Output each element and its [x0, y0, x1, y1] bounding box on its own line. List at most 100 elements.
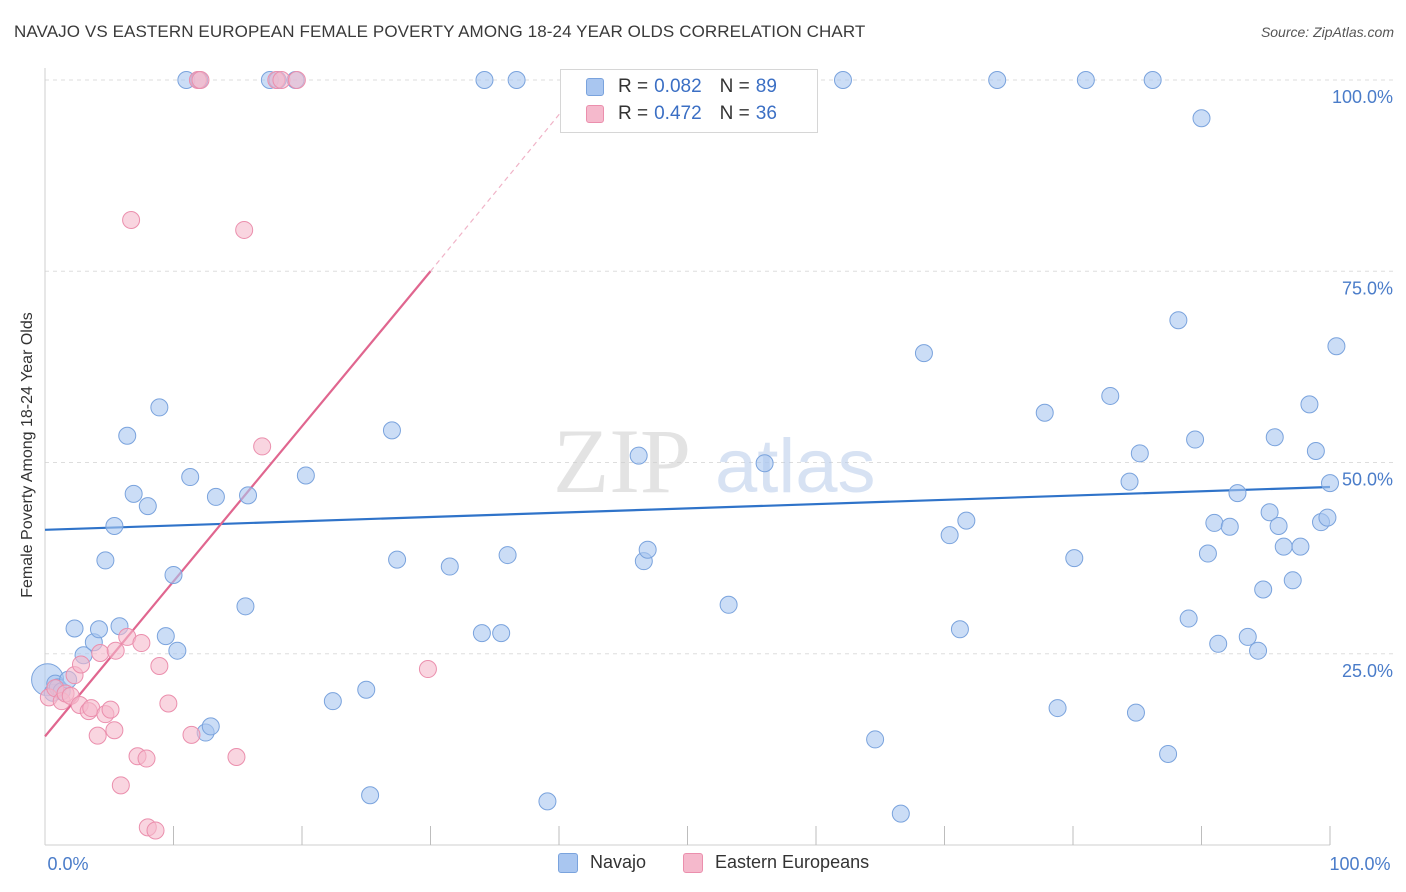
data-point [88, 726, 107, 745]
data-point [891, 804, 910, 823]
trend-line-eastern-europeans [44, 106, 566, 738]
data-point [181, 468, 200, 487]
data-point [866, 730, 885, 749]
data-point [940, 526, 959, 545]
data-point [150, 656, 169, 675]
data-point [440, 557, 459, 576]
data-point [1169, 311, 1188, 330]
data-point [1192, 109, 1211, 128]
data-point [472, 624, 491, 643]
data-point [168, 641, 187, 660]
data-point [239, 486, 258, 505]
series-legend: Navajo Eastern Europeans [0, 852, 1406, 878]
data-point [1186, 430, 1205, 449]
data-point [1198, 544, 1217, 563]
data-point [164, 565, 183, 584]
y-tick-label: 100.0% [1332, 87, 1393, 107]
data-point [914, 344, 933, 363]
data-point [1321, 474, 1339, 493]
series-navajo [31, 71, 1346, 823]
legend-item-eastern-europeans: Eastern Europeans [683, 852, 869, 873]
data-point [272, 71, 291, 89]
data-point [124, 484, 143, 503]
data-point [132, 634, 151, 653]
axes [44, 68, 1331, 846]
data-point [1159, 744, 1178, 763]
data-point [1126, 703, 1145, 722]
data-point [1254, 580, 1273, 599]
data-point [96, 551, 115, 570]
data-point [1220, 517, 1239, 536]
data-point [418, 660, 437, 679]
data-point [1238, 627, 1257, 646]
data-point [146, 821, 165, 840]
r-value: 0.472 [654, 103, 702, 124]
data-point [507, 71, 526, 89]
legend-row-navajo: R = 0.082 N = 89 [586, 74, 777, 100]
data-point [65, 619, 84, 638]
eastern-europeans-swatch [683, 852, 703, 873]
r-value: 0.082 [654, 76, 702, 97]
data-point [138, 497, 157, 516]
data-point [1205, 513, 1224, 532]
correlation-legend: R = 0.082 N = 89 R = 0.472 N = 36 [560, 69, 818, 133]
data-point [122, 210, 141, 229]
x-tick-label: 100.0% [1329, 854, 1390, 874]
x-tick-label: 0.0% [47, 854, 88, 874]
data-point [156, 627, 175, 646]
data-point [719, 595, 738, 614]
data-point [388, 550, 407, 569]
data-point [182, 725, 201, 744]
eastern-europeans-swatch [586, 105, 604, 123]
data-point [1048, 699, 1067, 718]
data-point [638, 540, 657, 559]
data-point [287, 71, 306, 89]
data-point [296, 466, 315, 485]
tick-labels: 25.0% 50.0% 75.0% 100.0% 0.0% 100.0% [47, 87, 1393, 874]
watermark-atlas: atlas [715, 424, 876, 509]
legend-label: Navajo [590, 852, 647, 872]
data-point [201, 717, 220, 736]
navajo-swatch [558, 852, 578, 873]
data-point [498, 546, 517, 565]
trend-line [44, 270, 432, 738]
data-point [361, 786, 380, 805]
data-point [1249, 641, 1268, 660]
data-point [106, 641, 125, 660]
data-point [538, 792, 557, 811]
data-point [118, 426, 137, 445]
legend-row-eastern-europeans: R = 0.472 N = 36 [586, 101, 777, 127]
data-point [1076, 71, 1095, 89]
data-point [357, 680, 376, 699]
data-point [833, 71, 852, 89]
data-point [1265, 428, 1284, 447]
data-point [492, 624, 511, 643]
data-point [105, 721, 124, 740]
data-point [1327, 337, 1346, 356]
n-label: N = [719, 103, 750, 124]
trend-extension [430, 106, 566, 272]
data-point [1283, 571, 1302, 590]
series-eastern-europeans [39, 71, 437, 840]
y-tick-label: 50.0% [1342, 470, 1393, 490]
data-point [227, 748, 246, 767]
watermark-zip: ZIP [553, 410, 691, 512]
n-value: 36 [755, 103, 777, 124]
trend-line-navajo [44, 485, 1331, 531]
y-tick-label: 25.0% [1342, 661, 1393, 681]
data-point [235, 220, 254, 239]
data-point [1228, 484, 1247, 503]
data-point [111, 776, 130, 795]
data-point [71, 655, 90, 674]
data-point [105, 516, 124, 535]
data-point [236, 597, 255, 616]
data-point [755, 454, 774, 473]
data-point [1143, 71, 1162, 89]
data-point [323, 692, 342, 711]
data-point [150, 398, 169, 417]
data-point [101, 700, 120, 719]
data-point [950, 620, 969, 639]
r-label: R = [618, 103, 649, 124]
navajo-swatch [586, 78, 604, 96]
